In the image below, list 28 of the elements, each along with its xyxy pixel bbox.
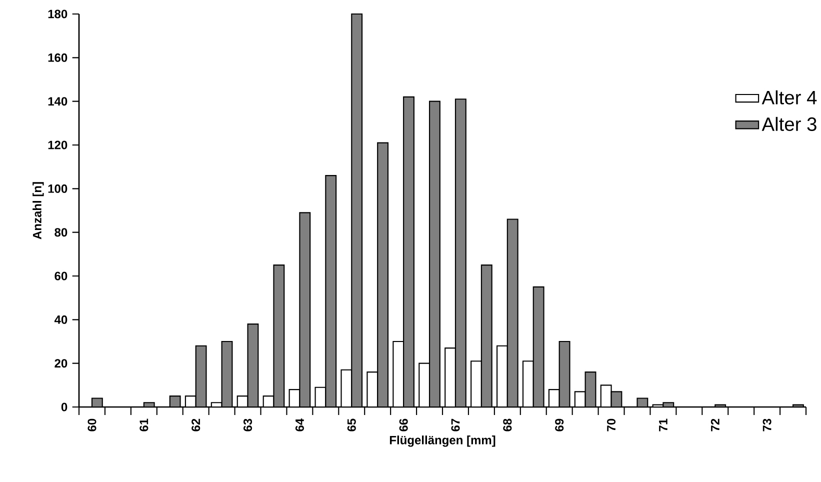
x-axis-title: Flügellängen [mm]	[390, 436, 496, 447]
y-tick-label: 120	[48, 140, 68, 150]
x-tick-label: 68	[503, 418, 512, 432]
y-tick-label: 40	[54, 315, 68, 324]
legend-label: Alter 4	[762, 90, 817, 104]
y-axis-title: Anzahl [n]	[32, 182, 44, 240]
x-tick-label: 66	[399, 418, 408, 432]
y-tick-label: 140	[48, 97, 68, 106]
x-tick-label: 64	[295, 418, 304, 432]
x-tick-label: 65	[347, 418, 356, 432]
x-tick-label: 72	[710, 418, 720, 432]
y-tick-label: 80	[54, 228, 68, 237]
x-tick-label: 70	[607, 418, 616, 432]
y-tick-label: 180	[48, 10, 68, 18]
x-tick-label: 63	[244, 418, 252, 432]
y-tick-label: 0	[61, 402, 68, 412]
x-tick-label: 60	[88, 418, 96, 432]
y-tick-label: 100	[48, 184, 68, 193]
y-tick-label: 20	[54, 359, 68, 368]
legend-label: Alter 3	[762, 116, 816, 132]
x-tick-label: 73	[762, 418, 772, 432]
y-tick-label: 60	[54, 272, 68, 280]
x-tick-label: 71	[659, 418, 668, 432]
x-tick-label: 62	[192, 418, 200, 432]
x-tick-label: 61	[140, 418, 148, 432]
y-tick-label: 160	[48, 53, 68, 62]
x-tick-label: 69	[555, 418, 564, 432]
x-tick-label: 67	[451, 418, 460, 432]
